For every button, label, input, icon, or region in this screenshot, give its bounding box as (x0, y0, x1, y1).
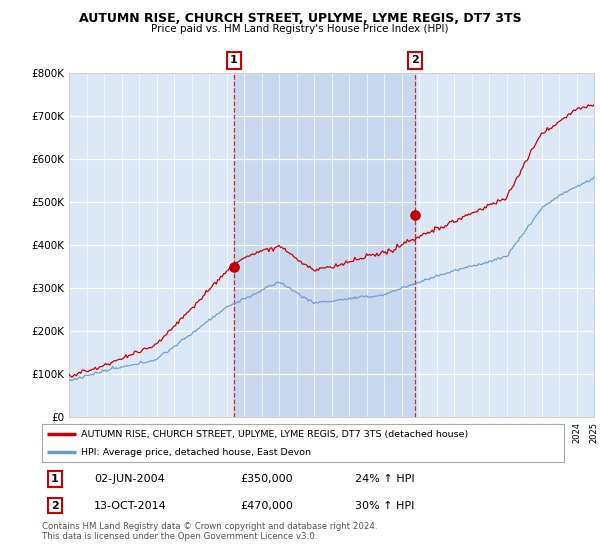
Text: HPI: Average price, detached house, East Devon: HPI: Average price, detached house, East… (81, 448, 311, 457)
Text: 2: 2 (51, 501, 59, 511)
Text: AUTUMN RISE, CHURCH STREET, UPLYME, LYME REGIS, DT7 3TS (detached house): AUTUMN RISE, CHURCH STREET, UPLYME, LYME… (81, 430, 469, 438)
Text: Contains HM Land Registry data © Crown copyright and database right 2024.
This d: Contains HM Land Registry data © Crown c… (42, 522, 377, 542)
Text: 1: 1 (51, 474, 59, 484)
Bar (234, 73, 415, 417)
Text: 1: 1 (230, 55, 238, 65)
Text: £350,000: £350,000 (241, 474, 293, 484)
Text: AUTUMN RISE, CHURCH STREET, UPLYME, LYME REGIS, DT7 3TS: AUTUMN RISE, CHURCH STREET, UPLYME, LYME… (79, 12, 521, 25)
Text: £470,000: £470,000 (241, 501, 293, 511)
Text: 30% ↑ HPI: 30% ↑ HPI (355, 501, 415, 511)
Text: 2: 2 (411, 55, 419, 65)
Text: 02-JUN-2004: 02-JUN-2004 (94, 474, 165, 484)
Text: 24% ↑ HPI: 24% ↑ HPI (355, 474, 415, 484)
Text: 13-OCT-2014: 13-OCT-2014 (94, 501, 167, 511)
Text: Price paid vs. HM Land Registry's House Price Index (HPI): Price paid vs. HM Land Registry's House … (151, 24, 449, 34)
